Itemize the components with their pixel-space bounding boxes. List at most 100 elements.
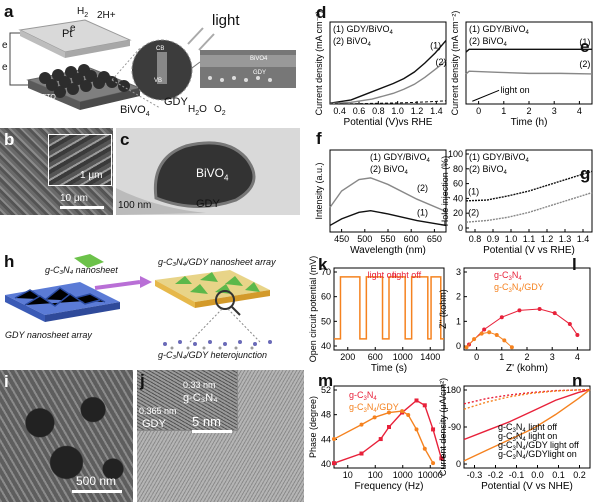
label-vb: VB — [154, 78, 163, 84]
ytick-label-l: 3 — [456, 267, 461, 277]
plot-frame-m — [333, 385, 445, 469]
series-line-n — [463, 388, 591, 410]
ylabel-d: Current density (mA cm⁻²) — [314, 11, 324, 116]
xtick-label-d: 0.8 — [372, 106, 385, 116]
label-h-gdy: GDY nanosheet array — [5, 330, 92, 340]
data-point-m — [431, 427, 436, 432]
inset-bivo4: BiVO4 — [250, 56, 268, 62]
ytick-label-g: 80 — [453, 164, 463, 174]
xtick-label-m: 10000 — [418, 470, 443, 480]
scale-main-b: 10 μm — [60, 193, 88, 204]
plot-frame-g — [465, 149, 593, 233]
label-c-gdy: GDY — [196, 198, 220, 210]
xtick-label-k: 600 — [368, 352, 383, 362]
series-line-l — [466, 331, 513, 348]
scalebar-j — [192, 430, 232, 433]
data-point-m — [422, 446, 427, 451]
xlabel-k: Time (s) — [371, 363, 407, 374]
data-point-l — [552, 311, 557, 316]
ytick-label-g: 40 — [453, 193, 463, 203]
xtick-label-g: 1.2 — [541, 234, 554, 244]
plot-frame-l — [463, 267, 591, 351]
panel-label-k: k — [318, 255, 328, 274]
xlabel-d: Potential (V)vs RHE — [344, 117, 433, 128]
xtick-label-l: 1 — [499, 352, 504, 362]
series-line-e — [465, 48, 592, 53]
label-h-hetero: g-C₃N₄/GDY heterojunction — [158, 350, 268, 360]
data-point-l — [575, 332, 580, 337]
legend-entry-n: g-C3N4/GDYlight on — [498, 449, 577, 461]
data-point-l — [464, 345, 469, 350]
xtick-label-g: 1.3 — [559, 234, 572, 244]
panel-label-e: e — [580, 37, 590, 56]
series-line-f — [329, 177, 447, 213]
xtick-label-g: 0.9 — [487, 234, 500, 244]
plot-frame-e — [465, 21, 593, 105]
data-point-m — [332, 437, 336, 442]
legend-entry-e: (2) BiVO4 — [469, 36, 508, 48]
annotation-arrow-e — [472, 89, 500, 102]
label-e-1: e — [70, 23, 76, 34]
panel-i: i 500 nm — [0, 370, 133, 502]
label-h-array: g-C₃N₄/GDY nanosheet array — [158, 257, 276, 267]
ylabel-l: Z'' (kohm) — [438, 289, 448, 328]
data-point-l — [472, 337, 477, 342]
data-point-m — [406, 412, 411, 417]
panel-c: c BiVO4 GDY 100 nm — [116, 128, 300, 215]
legend-entry-n: g-C3N4 light off — [498, 422, 558, 434]
legend-entry-d: (2) BiVO4 — [333, 36, 372, 48]
ytick-label-l: 1 — [456, 316, 461, 326]
panel-label-c: c — [120, 130, 130, 149]
xtick-label-k: 1000 — [393, 352, 413, 362]
xtick-label-l: 3 — [550, 352, 555, 362]
data-point-m — [332, 461, 336, 466]
annotation-k: light off — [392, 270, 421, 280]
legend-entry-f: (1) GDY/BiVO4 — [370, 152, 431, 164]
label-e-3: e — [2, 62, 8, 73]
annotation-k: light on — [368, 270, 397, 280]
xlabel-f: Wavelength (nm) — [350, 245, 426, 256]
ylabel-e: Current density (mA cm⁻²) — [450, 11, 460, 116]
xtick-label-f: 600 — [404, 234, 419, 244]
annotation-e: light on — [501, 85, 530, 95]
label-light: light — [212, 12, 240, 29]
data-point-m — [387, 425, 391, 429]
data-point-l — [537, 307, 542, 311]
ylabel-k: Open circuit potential (mV) — [308, 256, 318, 363]
panel-label-d: d — [316, 3, 327, 22]
label-j-gdy: GDY — [142, 418, 166, 430]
data-point-m — [378, 437, 383, 442]
curve-label-g: (1) — [468, 186, 479, 196]
data-point-m — [422, 403, 427, 408]
xtick-label-g: 1.1 — [523, 234, 536, 244]
data-point-l — [494, 332, 499, 337]
xtick-label-k: 1400 — [420, 352, 440, 362]
ytick-label-m: 44 — [321, 434, 331, 444]
series-line-d — [329, 60, 447, 105]
tem-image-c — [116, 141, 256, 215]
data-point-m — [414, 398, 419, 403]
ytick-label-m: 48 — [321, 410, 331, 420]
curve-label-d: (2) — [435, 57, 446, 67]
curve-label-f: (2) — [417, 183, 428, 193]
ytick-label-g: 20 — [453, 208, 463, 218]
data-point-l — [567, 322, 572, 327]
plot-frame-d — [329, 21, 447, 105]
xlabel-n: Potential (V vs NHE) — [481, 481, 573, 492]
legend-entry-n: g-C3N4/GDY light off — [498, 440, 579, 452]
panel-label-m: m — [318, 371, 334, 390]
panel-label-g: g — [580, 164, 591, 183]
data-point-m — [372, 415, 377, 420]
xlabel-m: Frequency (Hz) — [355, 481, 424, 492]
label-h2o: H2O — [188, 104, 207, 117]
panel-a: a Pt H2 2H+ e e e light — [0, 0, 300, 125]
data-point-m — [439, 456, 444, 461]
series-line-l — [468, 308, 578, 345]
series-line-d — [329, 39, 447, 104]
data-point-l — [509, 345, 514, 350]
legend-entry-g: (2) BiVO4 — [469, 164, 508, 176]
scale-i: 500 nm — [76, 474, 117, 488]
panel-label-i: i — [4, 372, 9, 391]
series-line-f — [329, 209, 447, 227]
ytick-label-n: -180 — [443, 385, 461, 395]
